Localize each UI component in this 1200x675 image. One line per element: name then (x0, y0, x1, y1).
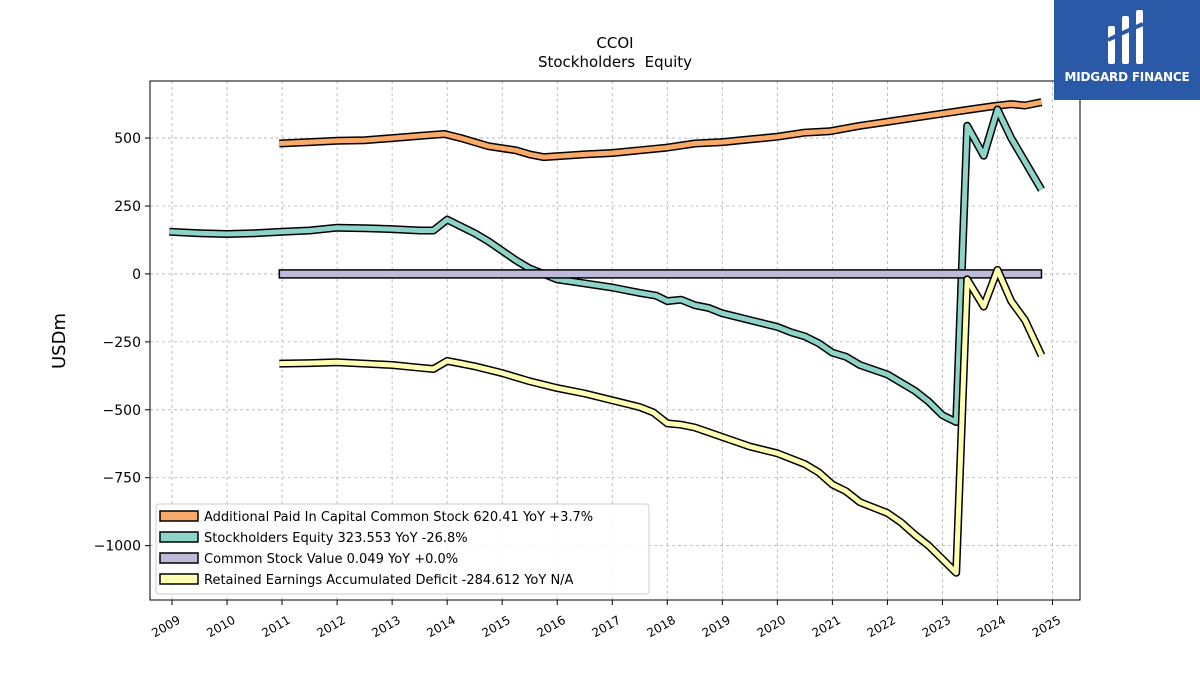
midgard-logo-icon (1107, 10, 1144, 64)
x-tick-label: 2009 (149, 613, 182, 640)
x-tick-label: 2021 (810, 613, 843, 640)
x-tick-label: 2025 (1030, 613, 1063, 640)
y-tick-label: −500 (103, 403, 141, 419)
y-tick-label: −750 (103, 471, 141, 487)
x-tick-label: 2012 (314, 613, 347, 640)
x-tick-label: 2010 (204, 613, 237, 640)
y-tick-label: 250 (114, 199, 141, 215)
legend: Additional Paid In Capital Common Stock … (155, 503, 650, 595)
y-axis-label: USDm (49, 313, 70, 369)
x-tick-label: 2018 (645, 613, 678, 640)
x-tick-label: 2023 (920, 613, 953, 640)
legend-entry: Retained Earnings Accumulated Deficit -2… (204, 573, 574, 588)
x-tick-label: 2017 (590, 613, 623, 640)
brand-logo: MIDGARD FINANCE (1054, 0, 1200, 100)
chart-title: CCOI (596, 34, 633, 52)
series-layer (169, 98, 1046, 577)
series-stockholders-equity (169, 105, 1045, 426)
legend-entry: Common Stock Value 0.049 YoY +0.0% (204, 552, 458, 567)
y-tick-label: −1000 (94, 539, 141, 555)
y-tick-label: 500 (114, 131, 141, 147)
legend-swatch (159, 573, 199, 585)
brand-name: MIDGARD FINANCE (1064, 70, 1190, 84)
x-tick-label: 2016 (534, 613, 567, 640)
x-tick-label: 2024 (975, 613, 1008, 640)
legend-swatch (159, 552, 199, 564)
y-tick-label: 0 (132, 267, 141, 283)
x-tick-label: 2011 (259, 613, 292, 640)
x-tick-label: 2022 (865, 613, 898, 640)
series-band (278, 269, 1043, 279)
series-line (279, 267, 1044, 576)
x-tick-label: 2019 (700, 613, 733, 640)
legend-entry: Stockholders Equity 323.553 YoY -26.8% (204, 531, 468, 546)
x-tick-label: 2014 (424, 613, 457, 640)
chart-subtitle: Stockholders Equity (538, 53, 692, 71)
series-retained-earnings-accumulated-deficit (279, 265, 1046, 577)
x-tick-label: 2015 (479, 613, 512, 640)
x-tick-label: 2020 (755, 613, 788, 640)
series-common-stock-value (278, 269, 1043, 279)
series-line (279, 99, 1042, 160)
plot-frame (149, 80, 1081, 601)
x-tick-label: 2013 (369, 613, 402, 640)
legend-box (155, 503, 650, 595)
legend-swatch (159, 510, 199, 522)
series-additional-paid-in-capital-common-stock (279, 98, 1043, 162)
legend-swatch (159, 531, 199, 543)
series-line (169, 107, 1044, 425)
y-tick-label: −250 (103, 335, 141, 351)
legend-entry: Additional Paid In Capital Common Stock … (204, 510, 593, 525)
